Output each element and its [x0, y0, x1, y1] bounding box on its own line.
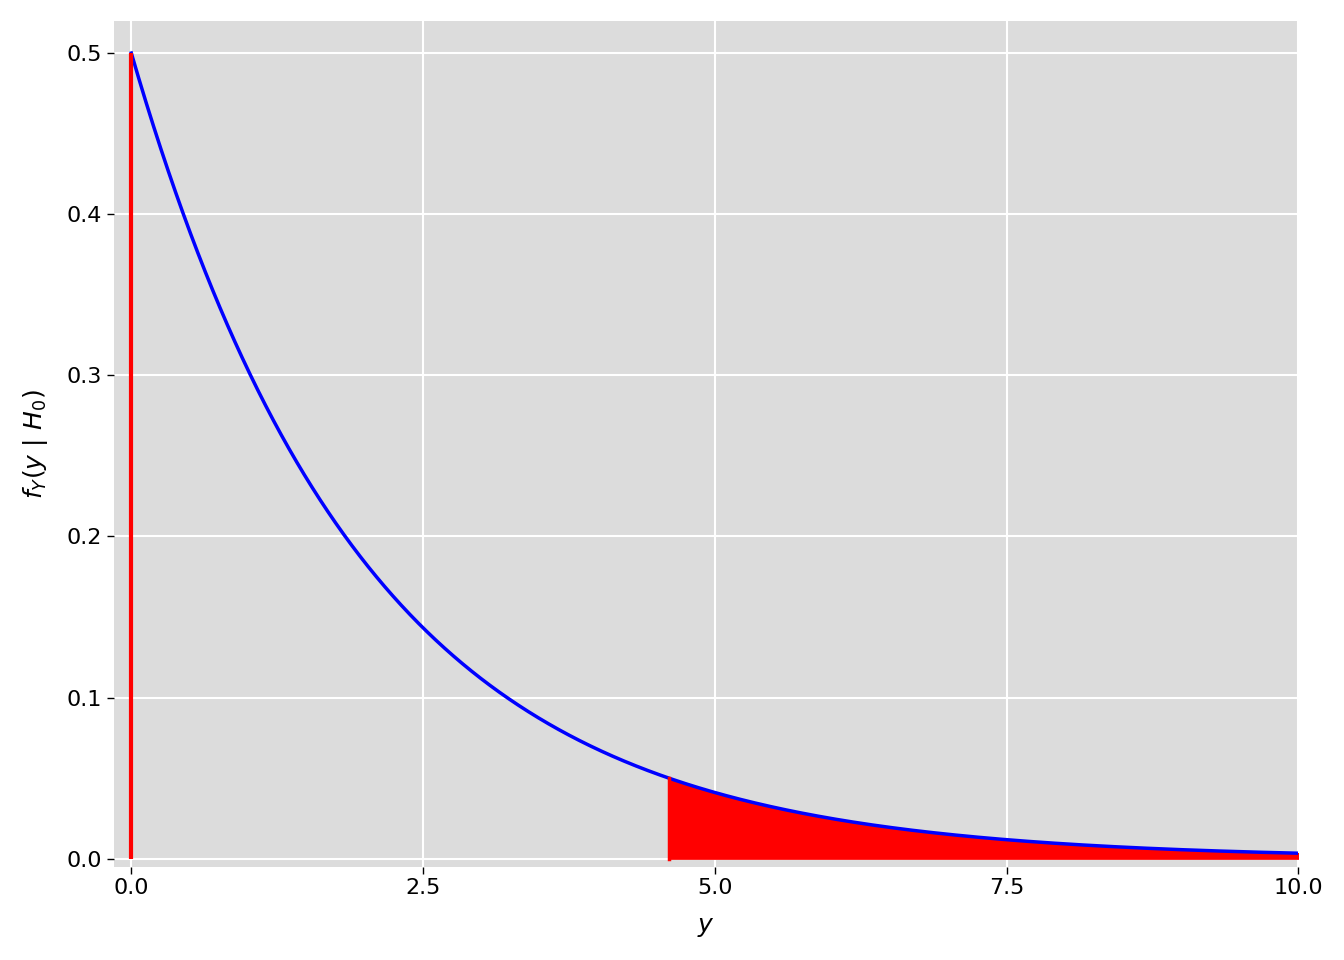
Y-axis label: $f_Y(y\ |\ H_0)$: $f_Y(y\ |\ H_0)$: [22, 389, 50, 498]
X-axis label: $y$: $y$: [698, 915, 715, 939]
